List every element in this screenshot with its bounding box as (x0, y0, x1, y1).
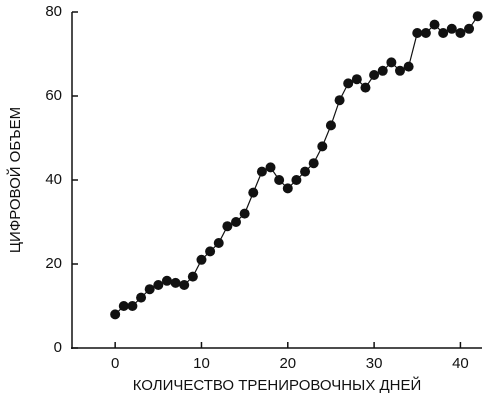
x-tick-label: 0 (111, 355, 119, 372)
y-tick-label: 40 (45, 171, 62, 188)
marker (360, 82, 371, 93)
marker (161, 275, 172, 286)
marker (291, 175, 302, 185)
marker (472, 11, 483, 22)
marker (265, 162, 276, 173)
marker (308, 158, 319, 169)
marker (282, 183, 293, 194)
marker (464, 23, 475, 34)
x-axis-label: КОЛИЧЕСТВО ТРЕНИРОВОЧНЫХ ДНЕЙ (133, 376, 422, 394)
marker (213, 238, 224, 248)
marker (369, 70, 380, 80)
x-tick-label: 30 (366, 355, 383, 372)
x-tick-label: 20 (279, 355, 296, 372)
marker (446, 23, 457, 34)
marker (170, 277, 181, 288)
marker (438, 28, 449, 38)
marker (187, 271, 198, 282)
marker (118, 301, 129, 311)
marker (274, 175, 285, 185)
marker (377, 65, 388, 76)
marker (455, 28, 466, 38)
marker (205, 246, 216, 257)
marker (386, 57, 397, 68)
marker (429, 19, 440, 30)
marker (127, 301, 138, 311)
marker (343, 78, 354, 89)
marker (222, 221, 233, 232)
marker (239, 208, 250, 219)
marker (179, 280, 190, 290)
marker (351, 74, 362, 85)
marker (334, 95, 345, 106)
marker (403, 61, 414, 72)
marker (110, 309, 121, 320)
marker (395, 65, 405, 76)
marker (300, 166, 311, 177)
x-tick-label: 10 (193, 355, 210, 372)
marker (256, 166, 267, 177)
y-tick-label: 20 (45, 255, 62, 272)
marker (420, 28, 431, 38)
marker (412, 28, 423, 38)
marker (144, 284, 155, 295)
marker (231, 217, 241, 227)
y-axis-label: ЦИФРОВОЙ ОБЪЕМ (6, 107, 24, 253)
y-tick-label: 0 (54, 339, 62, 356)
marker (325, 120, 336, 131)
marker (196, 254, 207, 265)
marker (136, 292, 147, 303)
marker (317, 141, 328, 152)
marker (248, 187, 259, 198)
x-tick-label: 40 (452, 355, 469, 372)
y-tick-label: 60 (45, 87, 62, 104)
line (114, 15, 479, 315)
marker (153, 280, 164, 290)
y-tick-label: 80 (45, 3, 62, 20)
